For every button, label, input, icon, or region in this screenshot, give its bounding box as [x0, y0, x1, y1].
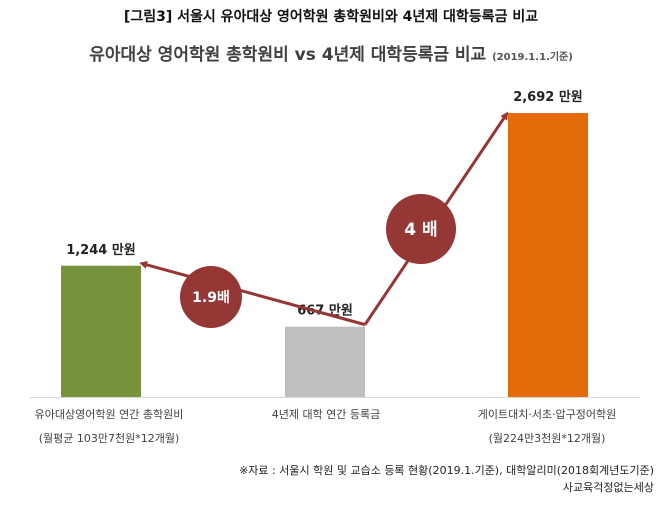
source-note: ※자료 : 서울시 학원 및 교습소 등록 현황(2019.1.기준), 대학알… — [239, 462, 654, 496]
category-label-1-line1: 유아대상영어학원 연간 총학원비 — [34, 408, 184, 421]
bar-3 — [508, 113, 588, 397]
category-label-1-line2: (월평균 103만7천원*12개월) — [38, 432, 180, 445]
data-label-3: 2,692 만원 — [513, 89, 583, 105]
ratio-circle-2 — [386, 194, 456, 264]
bar-2 — [285, 326, 365, 397]
chart-subtitle: (2019.1.1.기준) — [492, 52, 573, 63]
category-label-1: 유아대상영어학원 연간 총학원비 (월평균 103만7천원*12개월) — [0, 406, 219, 446]
data-label-2: 667 만원 — [297, 303, 353, 319]
category-label-3-line2: (월224만3천원*12개월) — [488, 432, 606, 445]
arrow-to-bar-1 — [139, 260, 366, 327]
category-label-2: 4년제 대학 연간 등록금 — [216, 406, 436, 430]
category-label-3-line1: 게이트대치·서초·압구정어학원 — [477, 408, 617, 421]
source-line-2: 사교육걱정없는세상 — [562, 481, 654, 494]
ratio-circle-1 — [180, 266, 242, 328]
bar-1 — [61, 265, 141, 397]
source-line-1: ※자료 : 서울시 학원 및 교습소 등록 현황(2019.1.기준), 대학알… — [239, 464, 654, 477]
chart-title: 유아대상 영어학원 총학원비 vs 4년제 대학등록금 비교 (2019.1.1… — [0, 40, 662, 65]
data-label-1: 1,244 만원 — [66, 242, 136, 258]
chart-title-text: 유아대상 영어학원 총학원비 vs 4년제 대학등록금 비교 — [89, 45, 487, 65]
ratio-label-1: 1.9배 — [192, 290, 230, 306]
ratio-label-2: 4 배 — [404, 220, 437, 240]
figure-title: [그림3] 서울시 유아대상 영어학원 총학원비와 4년제 대학등록금 비교 — [123, 9, 539, 25]
category-label-2-line1: 4년제 대학 연간 등록금 — [271, 408, 381, 421]
category-label-3: 게이트대치·서초·압구정어학원 (월224만3천원*12개월) — [437, 406, 657, 446]
